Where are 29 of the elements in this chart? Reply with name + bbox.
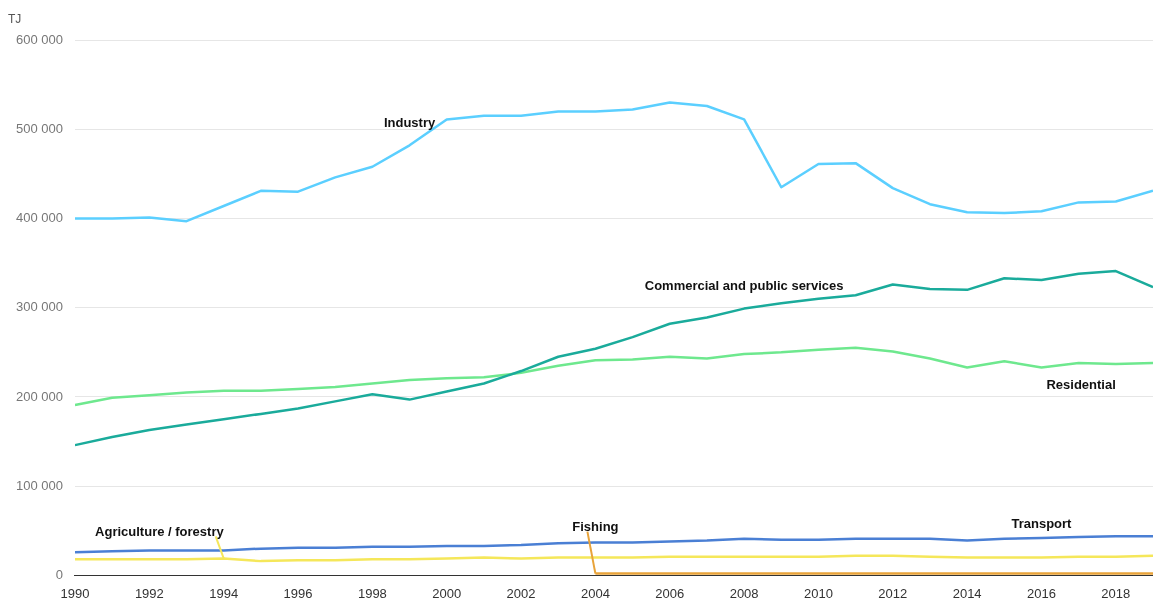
x-tick-label: 1994 xyxy=(209,585,239,601)
x-tick-label: 2012 xyxy=(878,585,908,601)
x-tick-label: 1998 xyxy=(357,585,387,601)
x-tick-label: 1990 xyxy=(60,585,90,601)
x-tick-label: 1992 xyxy=(134,585,164,601)
y-tick-label: 400 000 xyxy=(15,210,63,226)
x-tick-label: 2006 xyxy=(655,585,685,601)
y-tick-label: 600 000 xyxy=(15,31,63,47)
y-tick-label: 100 000 xyxy=(15,477,63,493)
x-tick-label: 2018 xyxy=(1101,585,1131,601)
series-label: Agriculture / forestry xyxy=(95,524,225,540)
x-tick-label: 2014 xyxy=(952,585,982,601)
y-tick-label: 300 000 xyxy=(15,299,63,315)
y-tick-label: 200 000 xyxy=(15,388,63,404)
x-tick-label: 2002 xyxy=(506,585,536,601)
x-tick-label: 2010 xyxy=(803,585,833,601)
series-label: Commercial and public services xyxy=(644,278,844,294)
y-tick-label: 500 000 xyxy=(15,120,63,136)
series-label: Residential xyxy=(1046,377,1116,393)
text: Fishing xyxy=(572,519,619,535)
x-tick-label: 1996 xyxy=(283,585,313,601)
x-tick-label: 2004 xyxy=(580,585,610,601)
series-label: Transport xyxy=(1011,515,1073,531)
y-tick-label: 0 xyxy=(55,566,63,582)
x-tick-label: 2016 xyxy=(1027,585,1056,601)
series-label: Industry xyxy=(383,114,436,130)
y-axis-title: TJ xyxy=(8,12,22,27)
x-tick-label: 2000 xyxy=(432,585,462,601)
x-tick-label: 2008 xyxy=(729,585,759,601)
